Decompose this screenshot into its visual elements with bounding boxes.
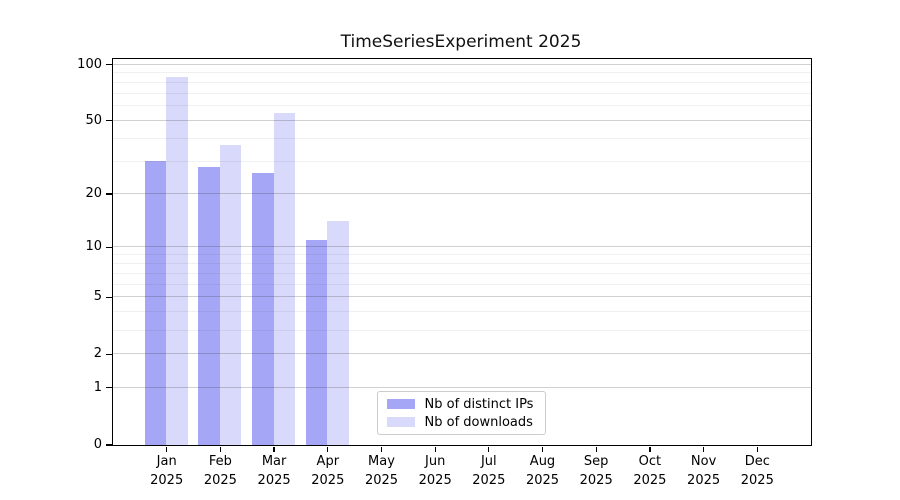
legend: Nb of distinct IPs Nb of downloads — [376, 391, 546, 435]
y-tick-label: 1 — [93, 379, 102, 395]
x-tick-month: Apr — [316, 454, 340, 469]
x-tick-year: 2025 — [525, 473, 560, 488]
x-tick-label-jun: Jun 2025 — [395, 452, 475, 490]
x-tick-month: Sep — [583, 454, 609, 469]
y-minor-gridline — [112, 160, 811, 162]
y-tick-label: 0 — [93, 437, 102, 452]
bar-downloads-feb — [219, 144, 242, 445]
x-tick-label-jul: Jul 2025 — [449, 452, 529, 490]
y-minor-gridline — [112, 105, 811, 107]
x-tick-year: 2025 — [257, 473, 291, 488]
x-tick-year: 2025 — [203, 473, 237, 488]
x-tick-label-oct: Oct 2025 — [610, 452, 690, 490]
x-tick-mark — [488, 446, 490, 452]
x-tick-month: Mar — [261, 454, 287, 469]
x-tick-label-jan: Jan 2025 — [127, 452, 207, 490]
bar-distinct-ips-feb — [198, 166, 220, 445]
y-tick-mark — [106, 193, 112, 195]
x-tick-label-dec: Dec 2025 — [717, 452, 797, 490]
x-tick-label-aug: Aug 2025 — [503, 452, 583, 490]
y-tick-mark — [106, 120, 112, 122]
x-tick-year: 2025 — [740, 473, 774, 488]
plot-area: Nb of distinct IPs Nb of downloads — [111, 57, 812, 446]
x-tick-month: Jan — [156, 454, 177, 469]
y-minor-gridline — [112, 92, 811, 94]
bar-downloads-apr — [327, 221, 349, 445]
bar-distinct-ips-jan — [144, 161, 167, 445]
x-tick-mark — [703, 446, 705, 452]
x-tick-month: Feb — [208, 454, 232, 469]
y-minor-gridline — [112, 81, 811, 83]
x-tick-label-feb: Feb 2025 — [180, 452, 260, 490]
bar-distinct-ips-mar — [252, 172, 274, 445]
x-tick-mark — [327, 446, 329, 452]
legend-label-downloads: Nb of downloads — [424, 414, 533, 430]
x-tick-month: May — [368, 454, 395, 469]
bar-downloads-jan — [166, 77, 188, 445]
legend-item-downloads: Nb of downloads — [386, 414, 545, 430]
x-tick-year: 2025 — [150, 473, 184, 488]
x-tick-year: 2025 — [633, 473, 667, 488]
x-tick-label-apr: Apr 2025 — [288, 452, 368, 490]
x-tick-year: 2025 — [472, 473, 506, 488]
x-tick-year: 2025 — [687, 473, 721, 488]
y-minor-gridline — [112, 137, 811, 139]
y-tick-label: 20 — [85, 186, 102, 201]
y-tick-mark — [106, 444, 112, 446]
legend-item-distinct-ips: Nb of distinct IPs — [386, 396, 545, 412]
y-tick-label: 50 — [85, 112, 102, 128]
x-tick-month: Nov — [690, 454, 717, 469]
x-tick-mark — [649, 446, 651, 452]
x-tick-label-mar: Mar 2025 — [234, 452, 314, 490]
x-tick-label-may: May 2025 — [342, 452, 422, 490]
x-tick-month: Jun — [425, 454, 446, 469]
y-tick-label: 10 — [85, 239, 102, 255]
x-tick-mark — [166, 446, 168, 452]
y-tick-label: 100 — [77, 56, 102, 72]
y-tick-label: 2 — [93, 346, 102, 362]
x-tick-year: 2025 — [418, 473, 452, 488]
bar-downloads-mar — [273, 112, 296, 445]
y-tick-mark — [106, 63, 112, 66]
y-tick-mark — [106, 246, 112, 248]
chart-title: TimeSeriesExperiment 2025 — [340, 32, 582, 52]
y-tick-label: 5 — [93, 289, 102, 305]
downloads-swatch — [386, 417, 415, 427]
x-tick-mark — [380, 446, 383, 452]
x-tick-month: Jul — [480, 454, 497, 469]
x-tick-year: 2025 — [364, 473, 399, 488]
x-tick-month: Oct — [638, 454, 662, 469]
x-tick-label-nov: Nov 2025 — [664, 452, 744, 490]
legend-label-distinct-ips: Nb of distinct IPs — [424, 396, 534, 412]
x-tick-mark — [219, 446, 221, 452]
bar-distinct-ips-apr — [305, 239, 328, 445]
x-tick-month: Aug — [529, 454, 556, 469]
y-tick-mark — [106, 387, 112, 389]
x-tick-mark — [756, 446, 758, 452]
x-tick-mark — [434, 446, 436, 452]
y-major-gridline — [112, 119, 811, 121]
y-major-gridline — [112, 63, 811, 65]
x-tick-mark — [273, 446, 275, 452]
x-tick-label-sep: Sep 2025 — [556, 452, 636, 490]
x-tick-year: 2025 — [579, 473, 613, 488]
y-tick-mark — [106, 353, 112, 356]
x-tick-month: Dec — [744, 454, 770, 469]
x-tick-mark — [595, 446, 597, 452]
x-tick-year: 2025 — [311, 473, 345, 488]
y-minor-gridline — [112, 72, 811, 74]
distinct-ips-swatch — [386, 399, 415, 409]
x-tick-mark — [541, 446, 544, 452]
y-tick-mark — [106, 296, 112, 298]
